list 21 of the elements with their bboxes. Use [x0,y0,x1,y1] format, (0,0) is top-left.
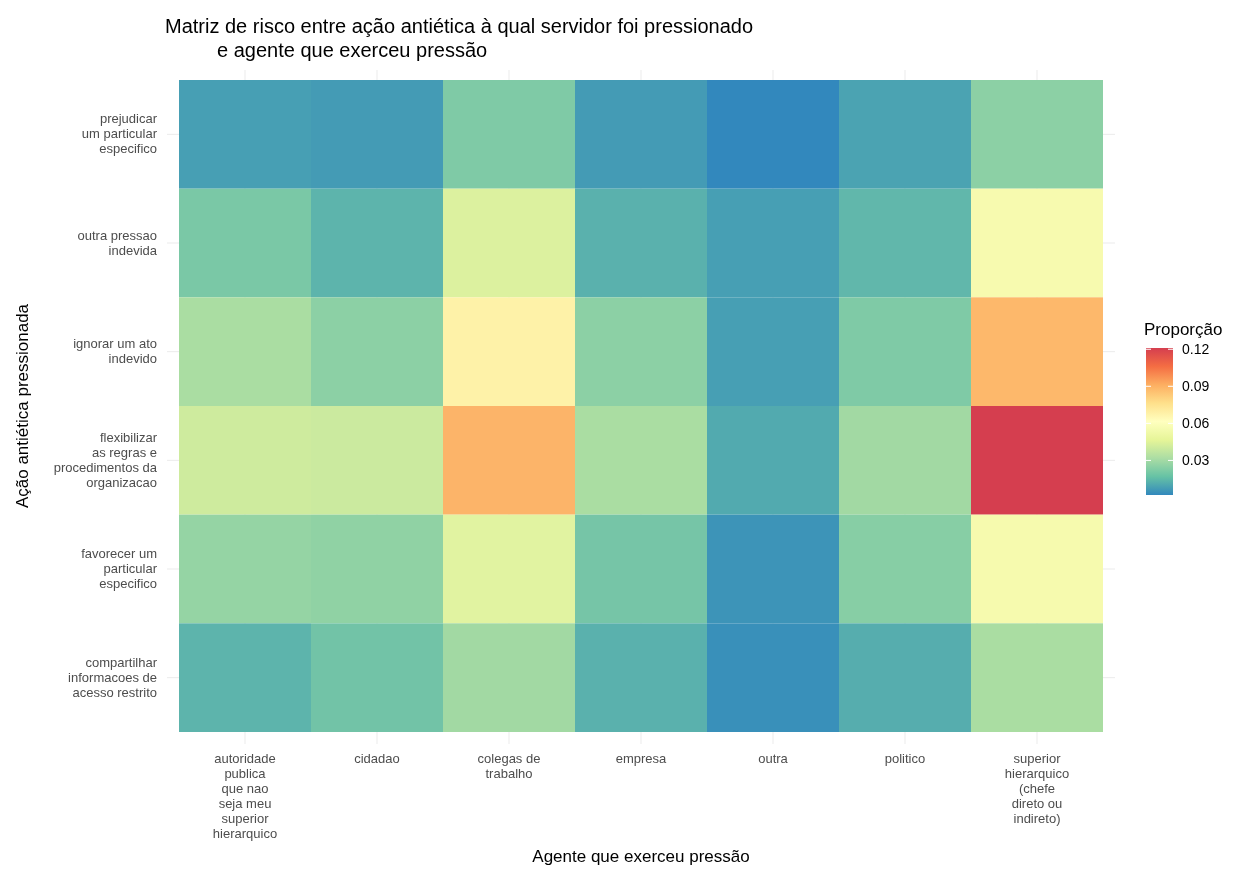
legend-title: Proporção [1144,320,1223,339]
color-bar-label: 0.12 [1182,341,1210,358]
x-tick-label: autoridade publica que nao seja meu superior hierarquico [212,751,278,841]
y-tick-label: prejudicar um particular especifico [81,111,158,157]
y-axis-title: Ação antiética pressionada [13,303,32,509]
y-tick-label: compartilhar informacoes de acesso restrito [68,654,158,700]
color-bar-label: 0.06 [1182,415,1210,432]
y-tick-label: ignorar um ato indevido [73,336,157,367]
color-bar-label: 0.03 [1182,452,1210,469]
x-tick-label: empresa [615,751,668,766]
x-tick-label: superior hierarquico (chefe direto ou indireto) [1004,751,1070,826]
x-tick-label: cidadao [354,751,400,766]
x-tick-label: politico [884,751,926,766]
chart-title: Matriz de risco entre ação antiética à qual servidor foi pressionado e agente que exerceu pressão [165,15,754,61]
y-tick-label: outra pressao indevida [77,227,158,258]
x-tick-label: colegas de trabalho [477,751,541,781]
x-axis-title: Agente que exerceu pressão [532,847,750,866]
y-tick-label: favorecer um particular especifico [81,546,158,591]
color-bar-label: 0.09 [1182,378,1210,395]
x-tick-label: outra [758,751,789,766]
y-tick-label: flexibilizar as regras e procedimentos da organizacao [53,429,158,490]
